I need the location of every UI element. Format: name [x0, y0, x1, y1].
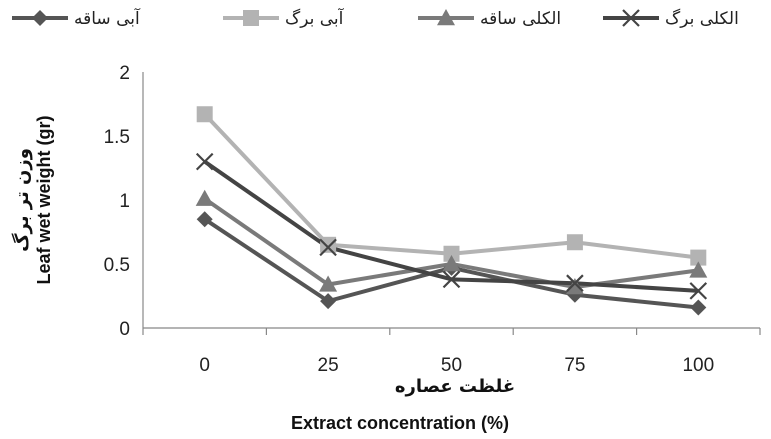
data-point-series-3: [565, 278, 584, 295]
y-axis-label-persian: وزن تر برگ: [11, 148, 33, 252]
x-stroke: [566, 274, 584, 292]
x-axis-label-persian: غلظت عصاره: [395, 376, 515, 397]
y-tick-label: 0.5: [104, 255, 130, 276]
legend-marker: [622, 9, 640, 27]
x-tick-label: 25: [318, 355, 339, 376]
x-stroke: [319, 238, 337, 257]
axes: [142, 72, 761, 335]
y-tick-label: 0: [119, 319, 130, 340]
data-point-series-3: [195, 189, 214, 206]
x-tick-label: 0: [199, 355, 210, 376]
series-markers: [195, 106, 708, 316]
x-stroke: [689, 282, 708, 300]
x-tick-label: 75: [564, 355, 585, 376]
legend: آبی ساقه آبی برگ الکلی ساقه الکلی برگ: [12, 7, 739, 29]
y-tick-label: 2: [119, 63, 130, 84]
y-tick-label: 1: [119, 191, 130, 212]
data-point-series-1: [320, 293, 337, 310]
x-tick-label: 100: [682, 355, 714, 376]
legend-entry-3: الکلی ساقه: [418, 9, 561, 29]
series-line-2: [203, 112, 699, 260]
y-tick-label: 1.5: [104, 127, 130, 148]
legend-marker: [32, 10, 48, 26]
x-tick-label: 50: [441, 355, 462, 376]
x-stroke: [195, 152, 214, 171]
data-point-series-3: [689, 261, 708, 278]
data-point-series-3: [442, 255, 461, 272]
data-point-series-4: [319, 238, 337, 257]
x-axis-label-english: Extract concentration (%): [291, 413, 509, 433]
y-tick-labels: 0 0.5 1 1.5 2: [104, 63, 130, 340]
data-point-series-1: [196, 211, 213, 228]
legend-label: الکلی برگ: [665, 8, 739, 29]
legend-label: آبی برگ: [285, 7, 345, 29]
legend-marker: [243, 10, 259, 26]
data-point-series-4: [566, 274, 584, 292]
data-point-series-4: [442, 270, 461, 289]
data-point-series-3: [319, 275, 338, 292]
data-point-series-2: [320, 236, 337, 253]
data-point-series-2: [566, 234, 583, 251]
y-axis-label-english: Leaf wet weight (gr): [34, 115, 54, 284]
legend-label: الکلی ساقه: [480, 9, 561, 29]
data-point-series-2: [196, 106, 213, 123]
data-point-series-2: [690, 249, 707, 266]
data-point-series-4: [689, 282, 708, 300]
legend-entry-4: الکلی برگ: [603, 8, 739, 29]
x-tick-labels: 0 25 50 75 100: [199, 355, 714, 376]
legend-entry-1: آبی ساقه: [12, 7, 141, 29]
x-stroke: [442, 270, 461, 289]
legend-label: آبی ساقه: [74, 7, 141, 29]
data-point-series-4: [195, 152, 214, 171]
legend-marker: [437, 9, 455, 26]
data-point-series-2: [443, 245, 460, 262]
data-point-series-1: [690, 299, 707, 316]
x-stroke: [622, 9, 640, 27]
legend-entry-2: آبی برگ: [223, 7, 345, 29]
